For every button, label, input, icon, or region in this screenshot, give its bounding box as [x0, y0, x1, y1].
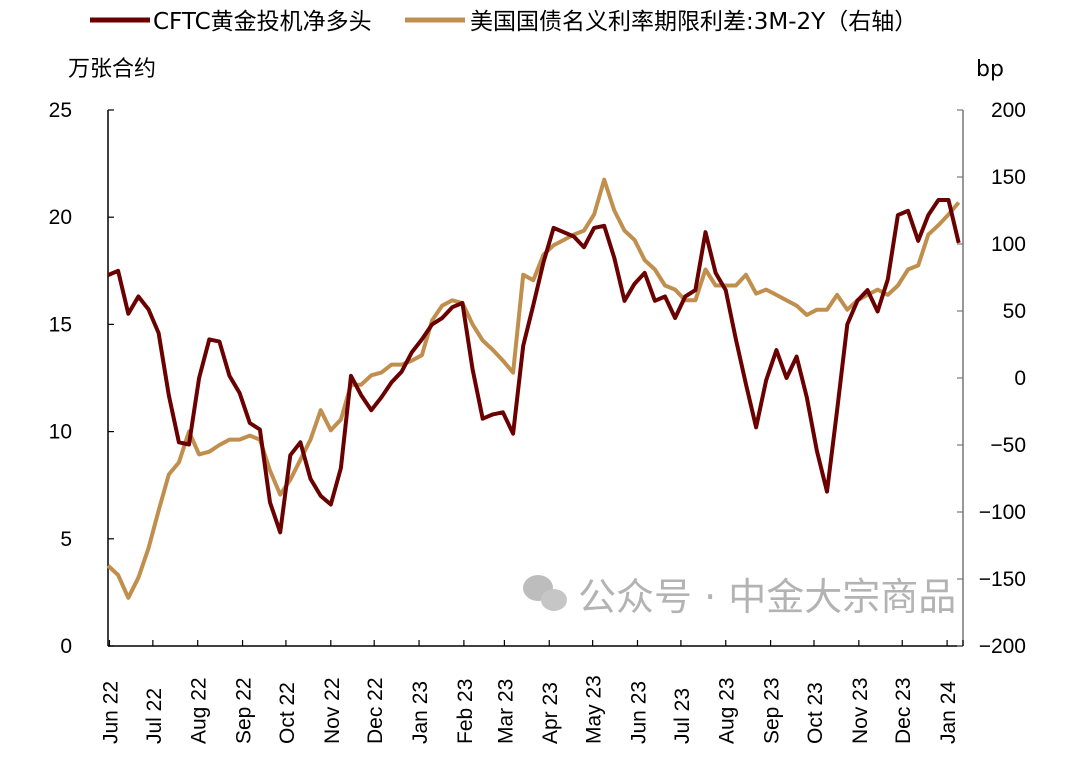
x-tick-label: Dec 22	[364, 677, 387, 744]
left-tick-label: 15	[49, 313, 72, 336]
right-tick-label: −50	[990, 434, 1026, 457]
x-tick-label: Mar 23	[494, 679, 517, 744]
right-tick-label: 200	[991, 99, 1026, 122]
right-tick-label: −150	[979, 568, 1026, 591]
legend-label-cftc: CFTC黄金投机净多头	[153, 9, 372, 35]
left-axis-unit: 万张合约	[68, 57, 156, 82]
left-tick-label: 10	[49, 421, 72, 444]
x-tick-label: Oct 23	[804, 682, 827, 744]
plot-lines	[106, 177, 961, 600]
x-tick-label: Aug 22	[188, 677, 211, 744]
right-tick-label: −200	[979, 635, 1026, 658]
legend: CFTC黄金投机净多头 美国国债名义利率期限利差:3M-2Y（右轴）	[90, 9, 917, 35]
right-tick-label: 100	[991, 233, 1026, 256]
left-tick-label: 20	[49, 206, 72, 229]
left-tick-label: 5	[60, 528, 72, 551]
legend-label-spread: 美国国债名义利率期限利差:3M-2Y（右轴）	[470, 9, 917, 35]
right-tick-label: 150	[991, 166, 1026, 189]
x-tick-label: Dec 23	[892, 677, 915, 744]
x-tick-label: Feb 23	[454, 679, 477, 744]
x-tick-label: Jul 23	[671, 688, 694, 744]
left-tick-label: 25	[49, 99, 72, 122]
x-tick-label: Nov 23	[849, 677, 872, 744]
x-tick-label: Jan 23	[409, 681, 432, 744]
x-tick-label: Jul 22	[143, 688, 166, 744]
x-tick-label: Jan 24	[937, 681, 960, 744]
x-tick-label: Jun 23	[627, 681, 650, 744]
x-tick-label: Jun 22	[99, 681, 122, 744]
x-tick-label: Nov 22	[321, 677, 344, 744]
x-tick-label: Apr 23	[539, 682, 562, 744]
wechat-icon	[523, 575, 567, 611]
watermark-text: 公众号 · 中金大宗商品	[578, 575, 956, 619]
right-tick-label: 50	[1003, 300, 1026, 323]
right-tick-label: −100	[979, 501, 1026, 524]
x-tick-label: Sep 23	[761, 677, 784, 744]
x-tick-label: Oct 22	[276, 682, 299, 744]
watermark: 公众号 · 中金大宗商品	[523, 575, 956, 619]
left-tick-label: 0	[60, 635, 72, 658]
axes: 0 5 10 15 20 25 −200 −150 −100 −50 0 50 100 150 200 Jun…	[49, 99, 1026, 744]
x-tick-label: Aug 23	[716, 677, 739, 744]
x-tick-label: Sep 22	[233, 677, 256, 744]
series-line-cftc	[107, 198, 961, 535]
x-tick-label: May 23	[583, 675, 606, 744]
right-tick-label: 0	[1014, 367, 1026, 390]
right-axis-unit: bp	[976, 57, 1004, 82]
